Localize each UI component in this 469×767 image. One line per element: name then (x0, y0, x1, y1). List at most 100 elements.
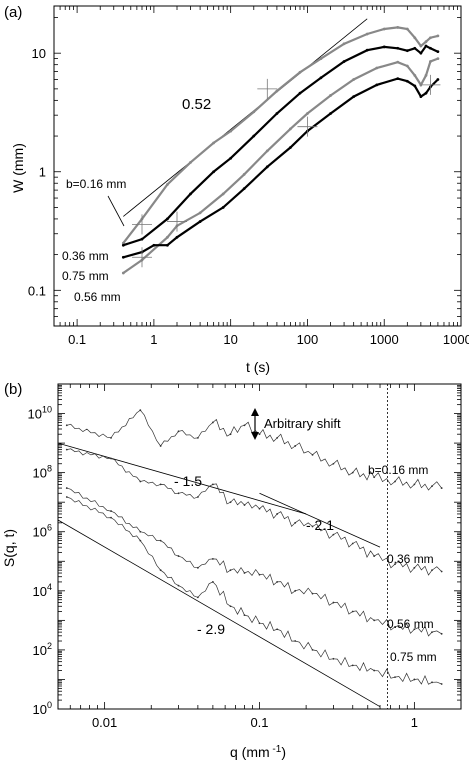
panel-b-data-point (332, 601, 335, 604)
panel-a-data-point (140, 237, 144, 241)
panel-b-data-point (276, 513, 279, 515)
panel-a-data-point (424, 44, 428, 48)
panel-b-data-point (65, 496, 68, 498)
panel-a-data-point (396, 46, 400, 50)
panel-b-data-point (65, 424, 68, 427)
panel-b-data-point (431, 681, 433, 684)
panel-b-data-point (243, 572, 246, 574)
panel-b-data-point (211, 421, 214, 424)
panel-b-data-point (431, 569, 433, 572)
panel-a-data-point (289, 127, 292, 131)
panel-b-data-point (413, 566, 416, 569)
panel-b-data-point (276, 436, 279, 439)
panel-b-data-point (65, 448, 68, 451)
panel-b-data-point (394, 626, 396, 628)
panel-a-data-point (242, 172, 246, 176)
panel-a-annotation-slope: 0.52 (182, 96, 211, 113)
panel-a-data-point (198, 220, 202, 223)
panel-b-series-line (66, 448, 442, 576)
panel-a-data-point (436, 78, 440, 81)
panel-b-y-tick-label: 100 (33, 700, 52, 717)
panel-a-data-point (189, 160, 192, 164)
panel-a-data-point (306, 112, 309, 115)
panel-b-data-point (196, 436, 199, 439)
panel-b-data-point (351, 664, 354, 667)
panel-b-ylabel: S(q, t) (1, 529, 17, 567)
panel-b-data-point (243, 614, 246, 617)
panel-b-data-point (258, 622, 261, 625)
panel-b-series-group (65, 409, 443, 685)
panel-a-data-point (424, 91, 428, 95)
panel-a-data-point (229, 156, 233, 160)
panel-b-x-tick-label: 0.01 (92, 715, 117, 730)
panel-a-data-point (166, 243, 169, 247)
panel-a-data-point (424, 40, 428, 44)
panel-b-data-point (196, 496, 199, 498)
panel-b-data-point (440, 570, 443, 573)
panel-b-data-point (258, 433, 261, 436)
panel-b-fit-lines (57, 442, 381, 708)
panel-a-series-line (122, 57, 439, 274)
panel-b-fit-line (57, 519, 381, 708)
panel-b-data-point (177, 555, 180, 557)
panel-b-annotation-slope29: - 2.9 (197, 621, 225, 637)
panel-b-x-tick-label: 1 (411, 715, 418, 730)
panel-a-x-tick-label: 1000 (370, 332, 399, 347)
panel-b-data-point (139, 409, 142, 412)
panel-a-series-line (122, 44, 439, 247)
panel-b-annotation-075: 0.75 mm (390, 650, 437, 664)
panel-a-data-point (319, 76, 323, 80)
panel-a-data-point (319, 57, 323, 61)
panel-a-y-tick-label: 1 (39, 165, 46, 180)
panel-b-annotation-slope21: - 2.1 (306, 517, 334, 533)
panel-b-annotation-slope15: - 1.5 (174, 473, 202, 489)
panel-b-data-point (394, 563, 396, 566)
panel-b-data-point (294, 445, 297, 447)
panel-a-series-line (122, 26, 439, 244)
panel-a-data-point (365, 48, 369, 52)
panel-a-annotation-b016: b=0.16 mm (66, 177, 126, 191)
panel-a-data-point (121, 271, 125, 275)
panel-b-data-point (294, 640, 297, 642)
panel-b-data-point (159, 483, 162, 486)
panel-b-data-point (65, 487, 68, 489)
panel-b-axes: 0.01 0.1 1 100 102 104 106 108 1010 (28, 383, 462, 730)
panel-b-data-point (413, 678, 416, 681)
panel-b-fit-line (57, 442, 307, 515)
panel-a-data-point (405, 27, 409, 31)
panel-a-data-point (436, 34, 440, 38)
panel-a-data-point (252, 134, 256, 138)
panel-b-data-point (440, 487, 443, 489)
panel-b-data-point (177, 584, 180, 587)
panel-b-data-point (110, 457, 112, 460)
panel-b-data-point (110, 516, 112, 519)
panel-b-data-point (294, 521, 297, 524)
panel-a-data-point (121, 243, 125, 247)
panel-b-data-point (139, 539, 142, 542)
panel-b-data-point (311, 592, 314, 595)
panel-b-data-point (373, 476, 376, 479)
panel-a-data-point (429, 60, 432, 63)
panel-a-data-point (221, 206, 225, 209)
panel-b-data-point (276, 581, 279, 583)
panel-a-data-point (265, 149, 269, 153)
panel-a-y-tick-label: 10 (32, 46, 46, 61)
panel-a-data-point (382, 27, 386, 31)
panel-a-data-point (405, 79, 409, 83)
panel-b-data-point (196, 566, 199, 569)
panel-a-data-point (429, 46, 432, 50)
panel-a-data-point (175, 235, 179, 239)
panel-a-data-point (342, 60, 346, 63)
panel-a-data-point (221, 192, 225, 196)
panel-a-data-point (413, 73, 417, 77)
panel-a-data-point (166, 183, 169, 186)
arbitrary-shift-arrow-icon (251, 408, 259, 440)
panel-a-data-point (212, 170, 216, 174)
panel-a-data-point (382, 45, 386, 49)
panel-b-data-point (294, 589, 297, 592)
panel-b-data-point (311, 453, 314, 456)
panel-b-data-point (351, 542, 354, 545)
panel-a-data-point (121, 255, 125, 259)
panel-a-data-point (242, 187, 246, 191)
